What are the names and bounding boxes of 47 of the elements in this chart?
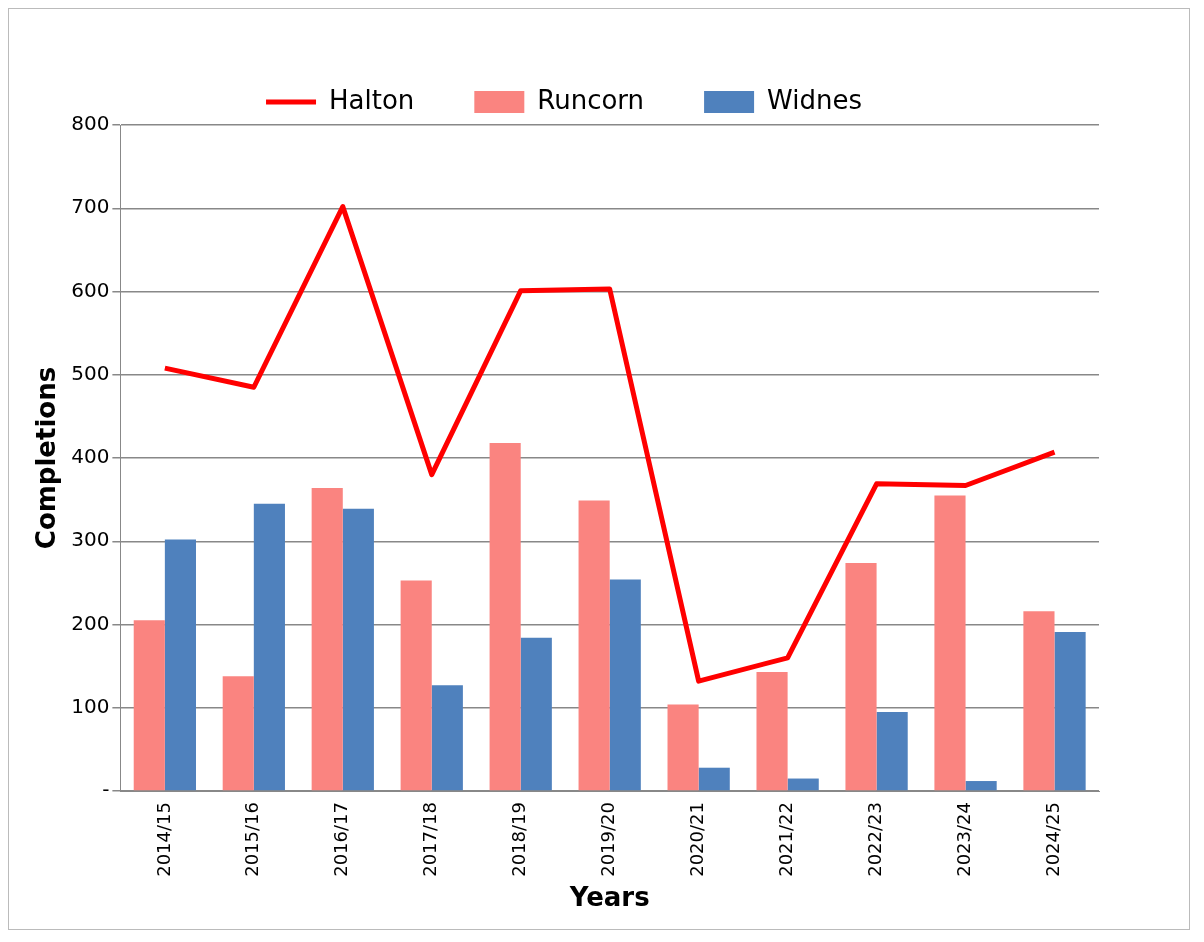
bar bbox=[876, 711, 908, 791]
bar bbox=[253, 503, 285, 791]
bar bbox=[698, 767, 730, 791]
x-tick-label: 2014/15 bbox=[152, 802, 174, 877]
bar bbox=[1023, 611, 1055, 791]
y-tick-label: 100 bbox=[71, 693, 110, 718]
bar bbox=[164, 539, 196, 791]
y-tick-label: 500 bbox=[71, 360, 110, 385]
bar bbox=[756, 671, 788, 791]
bar bbox=[787, 778, 819, 791]
legend-label: Halton bbox=[329, 84, 415, 115]
bar bbox=[400, 580, 432, 791]
bar bbox=[520, 637, 552, 791]
x-tick-label: 2019/20 bbox=[597, 802, 619, 877]
bar bbox=[609, 579, 641, 791]
bar bbox=[845, 562, 877, 791]
y-tick-label: 400 bbox=[71, 444, 110, 469]
y-tick-label: 600 bbox=[71, 277, 110, 302]
x-tick-label: 2020/21 bbox=[686, 802, 708, 877]
x-tick-label: 2016/17 bbox=[330, 802, 352, 877]
y-tick-label: - bbox=[102, 777, 110, 802]
bar bbox=[578, 500, 610, 791]
y-tick-label: 800 bbox=[71, 111, 110, 136]
bar bbox=[965, 781, 997, 791]
bar bbox=[133, 620, 165, 791]
y-tick-label: 200 bbox=[71, 610, 110, 635]
x-axis-title: Years bbox=[568, 882, 650, 913]
x-tick-label: 2022/23 bbox=[864, 802, 886, 877]
bar bbox=[431, 685, 463, 791]
legend-label: Widnes bbox=[767, 84, 862, 115]
bar bbox=[489, 443, 521, 791]
legend-label: Runcorn bbox=[537, 84, 645, 115]
bar bbox=[1054, 632, 1086, 791]
x-tick-label: 2015/16 bbox=[241, 802, 263, 877]
y-tick-label: 300 bbox=[71, 527, 110, 552]
bar bbox=[667, 704, 699, 791]
bar bbox=[311, 487, 343, 791]
x-tick-label: 2023/24 bbox=[953, 802, 975, 877]
y-tick-label: 700 bbox=[71, 194, 110, 219]
y-axis-title: Completions bbox=[31, 366, 62, 550]
bar bbox=[342, 508, 374, 791]
x-tick-label: 2024/25 bbox=[1042, 802, 1064, 877]
bar bbox=[934, 495, 966, 791]
x-tick-label: 2021/22 bbox=[775, 802, 797, 877]
x-tick-label: 2018/19 bbox=[508, 802, 530, 877]
bar bbox=[222, 676, 254, 791]
x-tick-label: 2017/18 bbox=[419, 802, 441, 877]
